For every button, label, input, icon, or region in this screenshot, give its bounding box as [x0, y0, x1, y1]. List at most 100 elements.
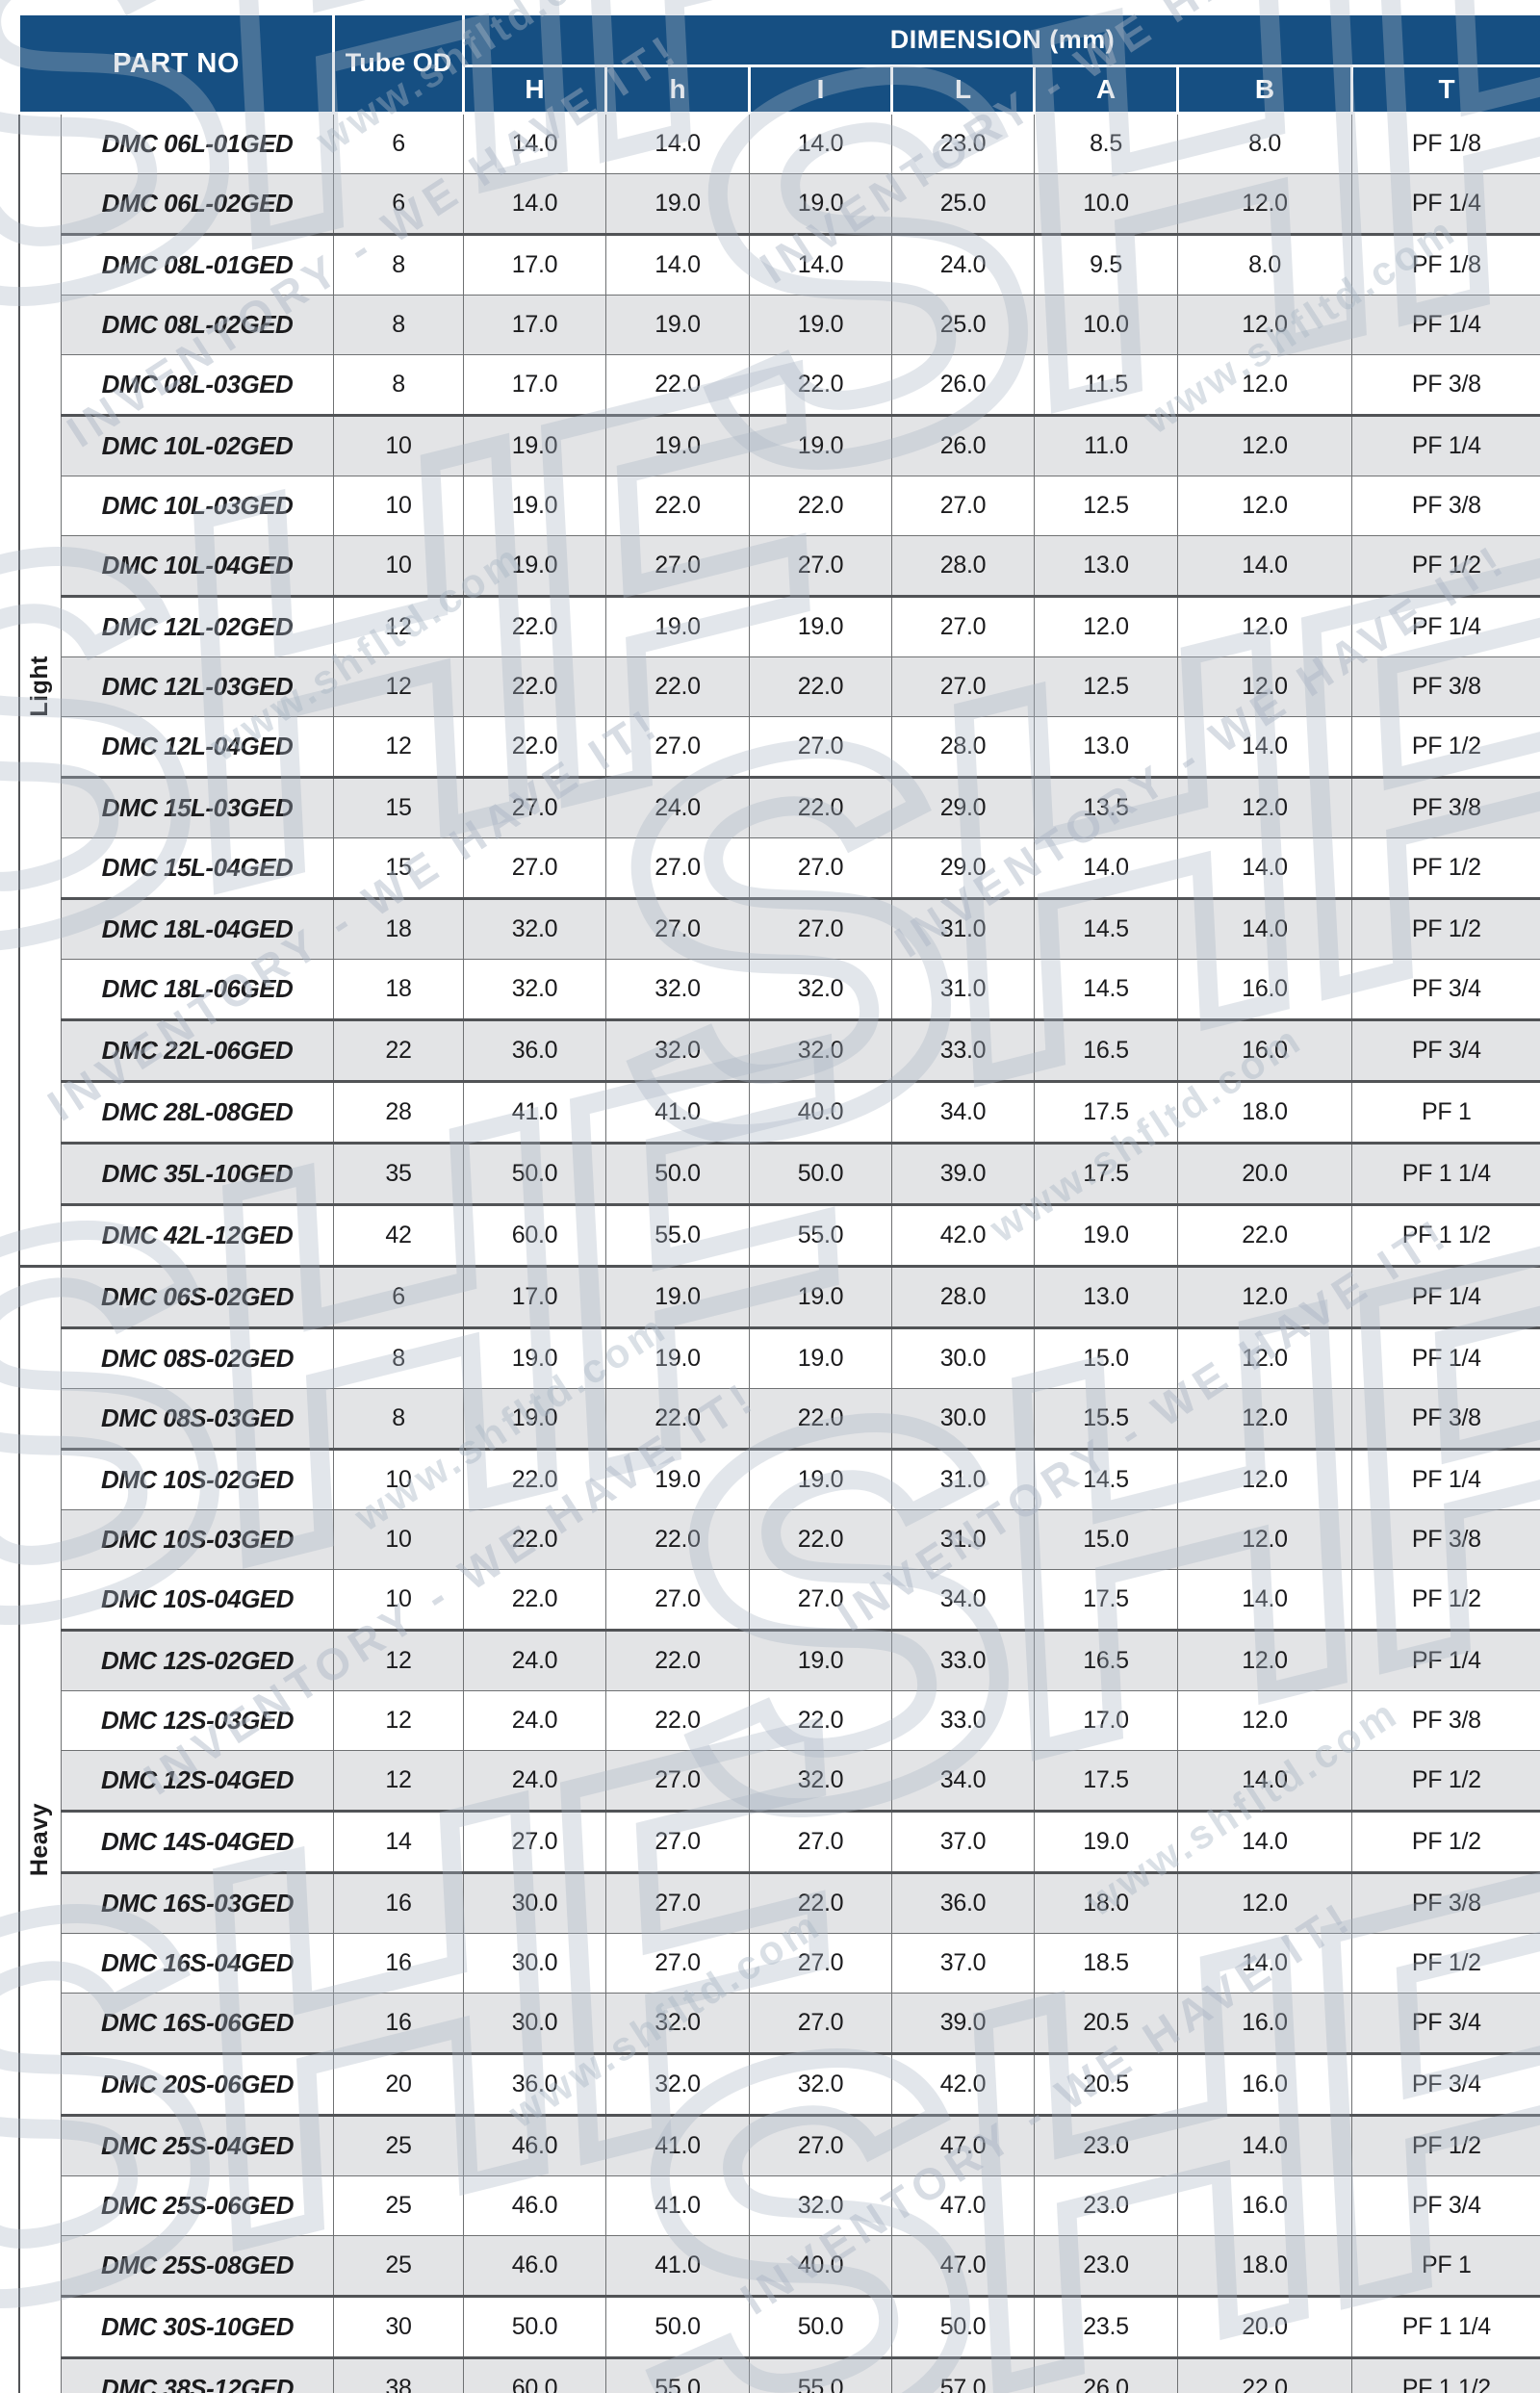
cell-i: 27.0: [749, 2114, 893, 2176]
cell-a: 13.0: [1034, 716, 1179, 778]
table-row: DMC 12S-02GED 12 24.0 22.0 19.0 33.0 16.5 12.0 P…: [19, 1629, 1540, 1691]
cell-tube-od: 28: [333, 1080, 465, 1144]
table-row: DMC 08L-01GED 8 17.0 14.0 14.0 24.0 9.5 8.0 PF 1…: [19, 233, 1540, 296]
cell-h-upper: 17.0: [463, 295, 607, 355]
cell-i: 14.0: [749, 233, 893, 296]
cell-a: 18.5: [1034, 1933, 1179, 1994]
cell-a: 11.5: [1034, 354, 1179, 416]
cell-tube-od: 25: [333, 2114, 465, 2176]
cell-i: 19.0: [749, 173, 893, 235]
cell-l: 24.0: [891, 233, 1036, 296]
dimension-spec-table: PART NO Tube OD DIMENSION (mm) H h I L A…: [16, 13, 1540, 2393]
cell-b: 8.0: [1177, 113, 1353, 174]
cell-t: PF 1/4: [1351, 1326, 1540, 1389]
cell-h-upper: 50.0: [463, 2295, 607, 2358]
cell-b: 18.0: [1177, 2235, 1353, 2297]
cell-l: 34.0: [891, 1569, 1036, 1631]
cell-a: 14.5: [1034, 1448, 1179, 1510]
cell-h-upper: 19.0: [463, 1388, 607, 1450]
cell-h-upper: 19.0: [463, 476, 607, 536]
cell-part-no: DMC 18L-04GED: [60, 897, 335, 960]
cell-l: 47.0: [891, 2235, 1036, 2297]
cell-l: 39.0: [891, 1142, 1036, 1205]
cell-h-upper: 22.0: [463, 595, 607, 657]
cell-b: 12.0: [1177, 1871, 1353, 1934]
table-row: DMC 12L-04GED 12 22.0 27.0 27.0 28.0 13.0 14.0 P…: [19, 716, 1540, 778]
cell-l: 47.0: [891, 2175, 1036, 2236]
cell-l: 30.0: [891, 1326, 1036, 1389]
cell-i: 32.0: [749, 959, 893, 1020]
cell-t: PF 1/2: [1351, 897, 1540, 960]
cell-i: 27.0: [749, 1569, 893, 1631]
cell-i: 40.0: [749, 2235, 893, 2297]
table-row: Light DMC 06L-01GED 6 14.0 14.0 14.0 23.0 8.5 8.…: [17, 113, 1540, 1267]
cell-h-lower: 24.0: [605, 776, 751, 838]
cell-tube-od: 10: [333, 1569, 465, 1631]
table-row: DMC 30S-10GED 30 50.0 50.0 50.0 50.0 23.5 20.0 P…: [19, 2295, 1540, 2358]
cell-h-upper: 36.0: [463, 2052, 607, 2116]
cell-h-lower: 32.0: [605, 1018, 751, 1082]
cell-b: 12.0: [1177, 354, 1353, 416]
cell-a: 23.0: [1034, 2175, 1179, 2236]
cell-tube-od: 8: [333, 354, 465, 416]
cell-h-lower: 27.0: [605, 1569, 751, 1631]
cell-b: 16.0: [1177, 2052, 1353, 2116]
cell-tube-od: 35: [333, 1142, 465, 1205]
section-label-heavy: Heavy: [17, 1265, 62, 2393]
cell-tube-od: 12: [333, 1690, 465, 1751]
cell-tube-od: 8: [333, 1326, 465, 1389]
cell-t: PF 1/4: [1351, 1265, 1540, 1328]
cell-b: 18.0: [1177, 1080, 1353, 1144]
cell-a: 20.5: [1034, 2052, 1179, 2116]
cell-b: 14.0: [1177, 1750, 1353, 1812]
cell-h-upper: 27.0: [463, 837, 607, 899]
cell-h-lower: 22.0: [605, 1690, 751, 1751]
cell-h-lower: 19.0: [605, 1448, 751, 1510]
table-row: DMC 38S-12GED 38 60.0 55.0 55.0 57.0 26.0 22.0 P…: [19, 2356, 1540, 2393]
cell-a: 9.5: [1034, 233, 1179, 296]
cell-h-upper: 30.0: [463, 1871, 607, 1934]
cell-tube-od: 22: [333, 1018, 465, 1082]
cell-h-lower: 27.0: [605, 897, 751, 960]
cell-l: 33.0: [891, 1018, 1036, 1082]
cell-part-no: DMC 10L-03GED: [60, 476, 335, 536]
table-row: DMC 22L-06GED 22 36.0 32.0 32.0 33.0 16.5 16.0 P…: [19, 1018, 1540, 1082]
cell-i: 22.0: [749, 354, 893, 416]
cell-a: 13.0: [1034, 1265, 1179, 1328]
cell-b: 12.0: [1177, 1690, 1353, 1751]
cell-b: 12.0: [1177, 1388, 1353, 1450]
table-row: DMC 16S-06GED 16 30.0 32.0 27.0 39.0 20.5 16.0 P…: [19, 1993, 1540, 2054]
cell-i: 50.0: [749, 2295, 893, 2358]
cell-a: 17.5: [1034, 1080, 1179, 1144]
cell-h-upper: 46.0: [463, 2114, 607, 2176]
cell-i: 22.0: [749, 1871, 893, 1934]
cell-tube-od: 12: [333, 1750, 465, 1812]
cell-tube-od: 6: [333, 1265, 465, 1328]
cell-b: 16.0: [1177, 1993, 1353, 2054]
cell-part-no: DMC 15L-04GED: [60, 837, 335, 899]
cell-part-no: DMC 22L-06GED: [60, 1018, 335, 1082]
table-row: DMC 16S-03GED 16 30.0 27.0 22.0 36.0 18.0 12.0 P…: [19, 1871, 1540, 1934]
table-row: DMC 10S-02GED 10 22.0 19.0 19.0 31.0 14.5 12.0 P…: [19, 1448, 1540, 1510]
cell-l: 26.0: [891, 354, 1036, 416]
cell-l: 37.0: [891, 1810, 1036, 1873]
cell-i: 27.0: [749, 1810, 893, 1873]
cell-part-no: DMC 18L-06GED: [60, 959, 335, 1020]
cell-h-upper: 22.0: [463, 1569, 607, 1631]
cell-part-no: DMC 16S-03GED: [60, 1871, 335, 1934]
cell-t: PF 3/8: [1351, 1509, 1540, 1570]
cell-i: 22.0: [749, 476, 893, 536]
cell-h-lower: 22.0: [605, 656, 751, 717]
cell-a: 8.5: [1034, 113, 1179, 174]
table-row: DMC 15L-03GED 15 27.0 24.0 22.0 29.0 13.5 12.0 P…: [19, 776, 1540, 838]
table-row: DMC 25S-06GED 25 46.0 41.0 32.0 47.0 23.0 16.0 P…: [19, 2175, 1540, 2236]
cell-part-no: DMC 25S-08GED: [60, 2235, 335, 2297]
cell-a: 23.0: [1034, 2114, 1179, 2176]
cell-a: 10.0: [1034, 173, 1179, 235]
cell-tube-od: 18: [333, 959, 465, 1020]
col-dim-i: I: [748, 64, 894, 116]
cell-h-lower: 41.0: [605, 1080, 751, 1144]
cell-h-lower: 19.0: [605, 173, 751, 235]
cell-h-upper: 32.0: [463, 959, 607, 1020]
cell-b: 14.0: [1177, 1569, 1353, 1631]
